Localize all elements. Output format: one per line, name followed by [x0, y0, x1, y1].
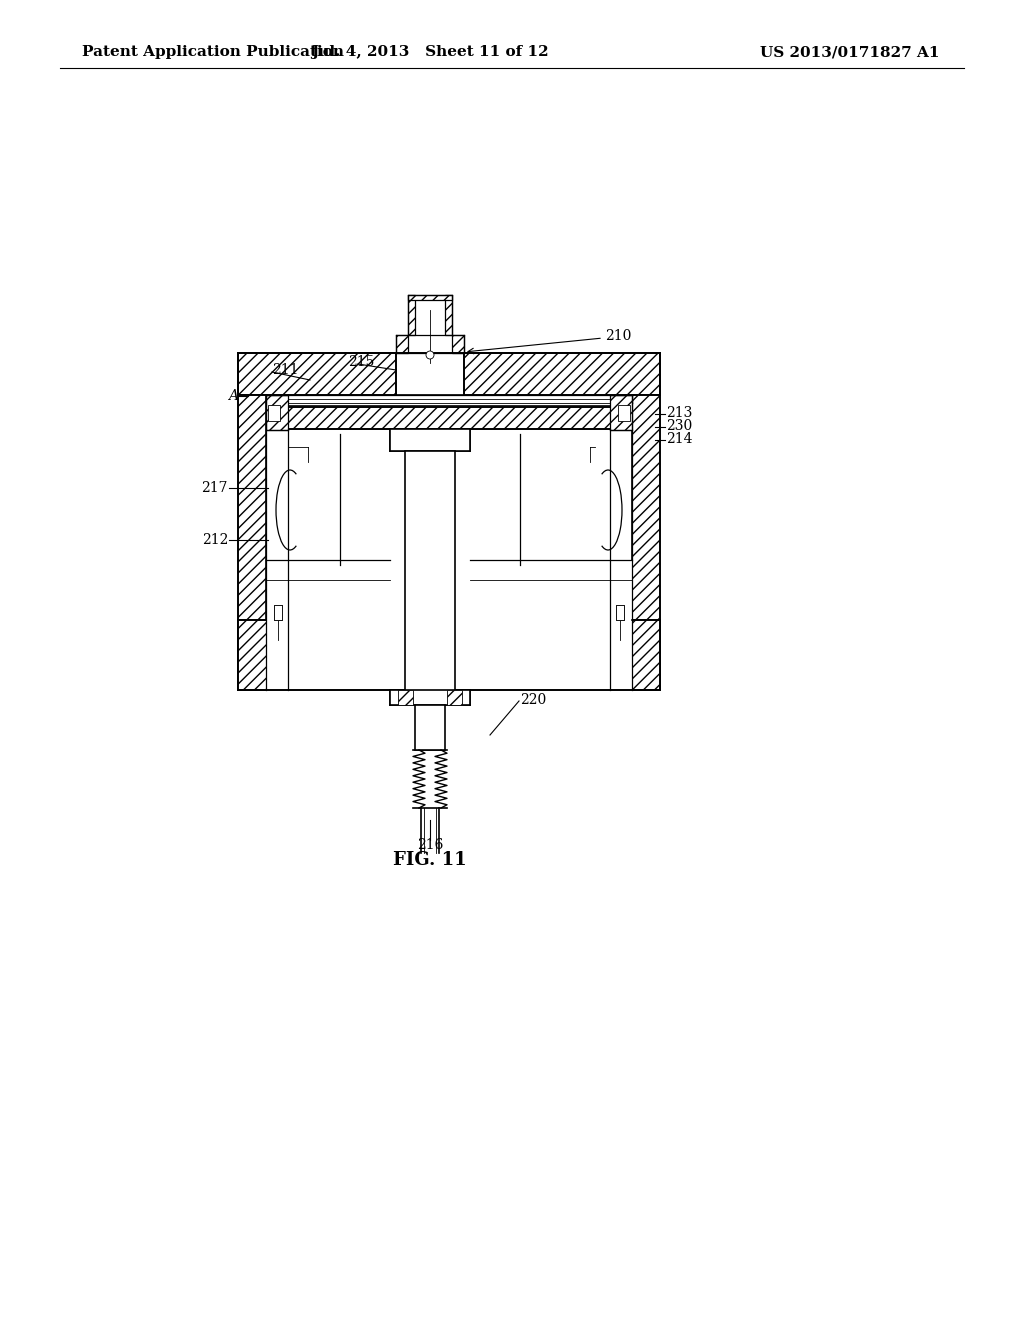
- Bar: [268, 405, 280, 421]
- Bar: [398, 690, 413, 705]
- Polygon shape: [396, 335, 408, 352]
- Bar: [268, 407, 630, 429]
- Text: 212: 212: [202, 533, 228, 546]
- Polygon shape: [452, 335, 464, 352]
- Bar: [266, 560, 632, 719]
- Text: 220: 220: [520, 693, 546, 708]
- Text: 214: 214: [666, 432, 692, 446]
- Bar: [268, 405, 280, 421]
- Text: 213: 213: [666, 407, 692, 420]
- Bar: [618, 405, 630, 421]
- Bar: [447, 690, 462, 705]
- Bar: [618, 405, 630, 421]
- Bar: [470, 635, 510, 685]
- Bar: [415, 705, 445, 750]
- Bar: [238, 395, 266, 690]
- Bar: [390, 429, 470, 451]
- Bar: [632, 395, 660, 690]
- Bar: [274, 605, 282, 620]
- Bar: [616, 605, 624, 620]
- Text: 217: 217: [202, 480, 228, 495]
- Text: US 2013/0171827 A1: US 2013/0171827 A1: [761, 45, 940, 59]
- Bar: [238, 620, 628, 690]
- Polygon shape: [445, 294, 452, 335]
- Text: Patent Application Publication: Patent Application Publication: [82, 45, 344, 59]
- Bar: [510, 635, 570, 685]
- Bar: [266, 560, 390, 690]
- Text: 216: 216: [417, 838, 443, 851]
- Bar: [406, 451, 455, 700]
- Bar: [266, 635, 326, 685]
- Text: 210: 210: [605, 329, 632, 343]
- Polygon shape: [408, 294, 415, 335]
- Bar: [616, 605, 624, 620]
- Bar: [326, 635, 366, 685]
- Bar: [408, 294, 452, 300]
- Text: 230: 230: [666, 418, 692, 433]
- Bar: [610, 395, 632, 430]
- Bar: [470, 560, 632, 690]
- Polygon shape: [238, 352, 396, 395]
- Text: A: A: [228, 389, 238, 403]
- Bar: [274, 605, 282, 620]
- Text: Jul. 4, 2013   Sheet 11 of 12: Jul. 4, 2013 Sheet 11 of 12: [311, 45, 549, 59]
- Text: 215: 215: [348, 355, 375, 370]
- Circle shape: [426, 351, 434, 359]
- Bar: [238, 620, 660, 690]
- Bar: [470, 620, 660, 690]
- Bar: [266, 395, 288, 430]
- Text: 211: 211: [272, 363, 299, 378]
- Text: FIG. 11: FIG. 11: [393, 851, 467, 869]
- Bar: [390, 690, 470, 705]
- Polygon shape: [464, 352, 660, 395]
